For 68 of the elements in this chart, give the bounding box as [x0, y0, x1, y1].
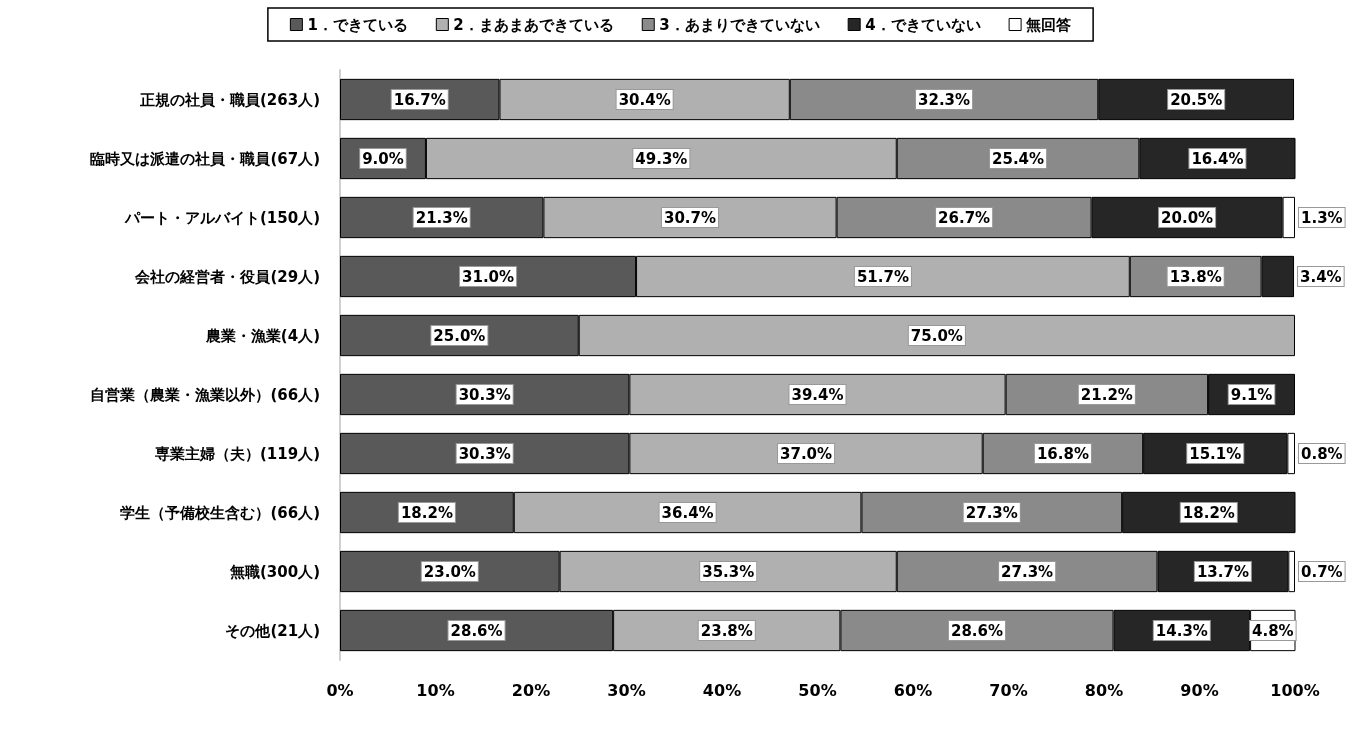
legend-label: 3．あまりできていない [659, 15, 820, 34]
y-tick-label: 臨時又は派遣の社員・職員(67人) [90, 149, 320, 168]
data-label: 23.8% [700, 621, 753, 640]
legend-label: 1．できている [307, 15, 408, 34]
y-tick-label: 会社の経営者・役員(29人) [134, 267, 320, 286]
data-label: 36.4% [661, 503, 714, 522]
data-label: 31.0% [462, 267, 515, 286]
data-label: 27.3% [1001, 562, 1054, 581]
x-tick-label: 50% [798, 680, 837, 700]
y-tick-label: 学生（予備校生含む）(66人) [120, 503, 320, 522]
data-label: 75.0% [910, 326, 963, 345]
data-label: 32.3% [918, 90, 971, 109]
data-label: 20.0% [1161, 208, 1214, 227]
legend-label: 無回答 [1025, 15, 1072, 34]
data-label: 35.3% [702, 562, 755, 581]
data-label: 16.4% [1191, 149, 1244, 168]
data-label: 9.1% [1230, 385, 1273, 404]
data-label: 25.0% [433, 326, 486, 345]
data-label: 15.1% [1189, 444, 1242, 463]
x-tick-label: 100% [1270, 680, 1320, 700]
data-label: 18.2% [1182, 503, 1235, 522]
data-label: 26.7% [938, 208, 991, 227]
data-label: 37.0% [780, 444, 833, 463]
data-label: 20.5% [1170, 90, 1223, 109]
x-tick-label: 60% [893, 680, 933, 700]
legend-label: 4．できていない [865, 15, 981, 34]
data-label: 51.7% [856, 267, 909, 286]
data-label: 21.2% [1080, 385, 1133, 404]
data-label: 21.3% [415, 208, 468, 227]
data-label: 13.8% [1169, 267, 1222, 286]
y-tick-label: その他(21人) [225, 621, 320, 640]
x-tick-label: 20% [511, 680, 551, 700]
data-label: 25.4% [992, 149, 1045, 168]
data-label: 4.8% [1252, 621, 1294, 640]
data-label: 27.3% [965, 503, 1018, 522]
data-label: 30.7% [663, 208, 717, 227]
x-tick-label: 40% [702, 680, 742, 700]
y-tick-label: 正規の社員・職員(263人) [138, 90, 320, 109]
data-label: 14.3% [1155, 621, 1208, 640]
data-label: 9.0% [362, 149, 404, 168]
data-label: 16.7% [393, 90, 446, 109]
y-tick-label: 自営業（農業・漁業以外）(66人) [90, 385, 320, 404]
data-label: 1.3% [1301, 208, 1343, 227]
data-label: 30.4% [618, 90, 671, 109]
x-tick-label: 0% [326, 680, 354, 700]
data-label: 28.6% [950, 621, 1004, 640]
y-tick-label: 無職(300人) [228, 562, 320, 581]
data-label: 3.4% [1300, 267, 1342, 286]
legend-label: 2．まあまあできている [453, 15, 614, 34]
data-label: 18.2% [400, 503, 453, 522]
data-label: 49.3% [635, 149, 688, 168]
data-label: 28.6% [450, 621, 503, 640]
x-tick-label: 90% [1180, 680, 1219, 700]
y-tick-label: 農業・漁業(4人) [204, 326, 320, 345]
y-tick-label: パート・アルバイト(150人) [123, 208, 320, 227]
data-label: 30.3% [458, 444, 511, 463]
data-label: 30.3% [458, 385, 511, 404]
x-tick-label: 10% [416, 680, 455, 700]
data-label: 39.4% [791, 385, 844, 404]
data-label: 0.7% [1301, 562, 1343, 581]
data-label: 16.8% [1036, 444, 1089, 463]
x-tick-label: 80% [1084, 680, 1124, 700]
data-label: 13.7% [1196, 562, 1249, 581]
data-label: 23.0% [423, 562, 476, 581]
y-tick-label: 専業主婦（夫）(119人) [153, 444, 320, 463]
x-tick-label: 70% [989, 680, 1028, 700]
x-tick-label: 30% [607, 680, 646, 700]
data-label: 0.8% [1301, 444, 1343, 463]
